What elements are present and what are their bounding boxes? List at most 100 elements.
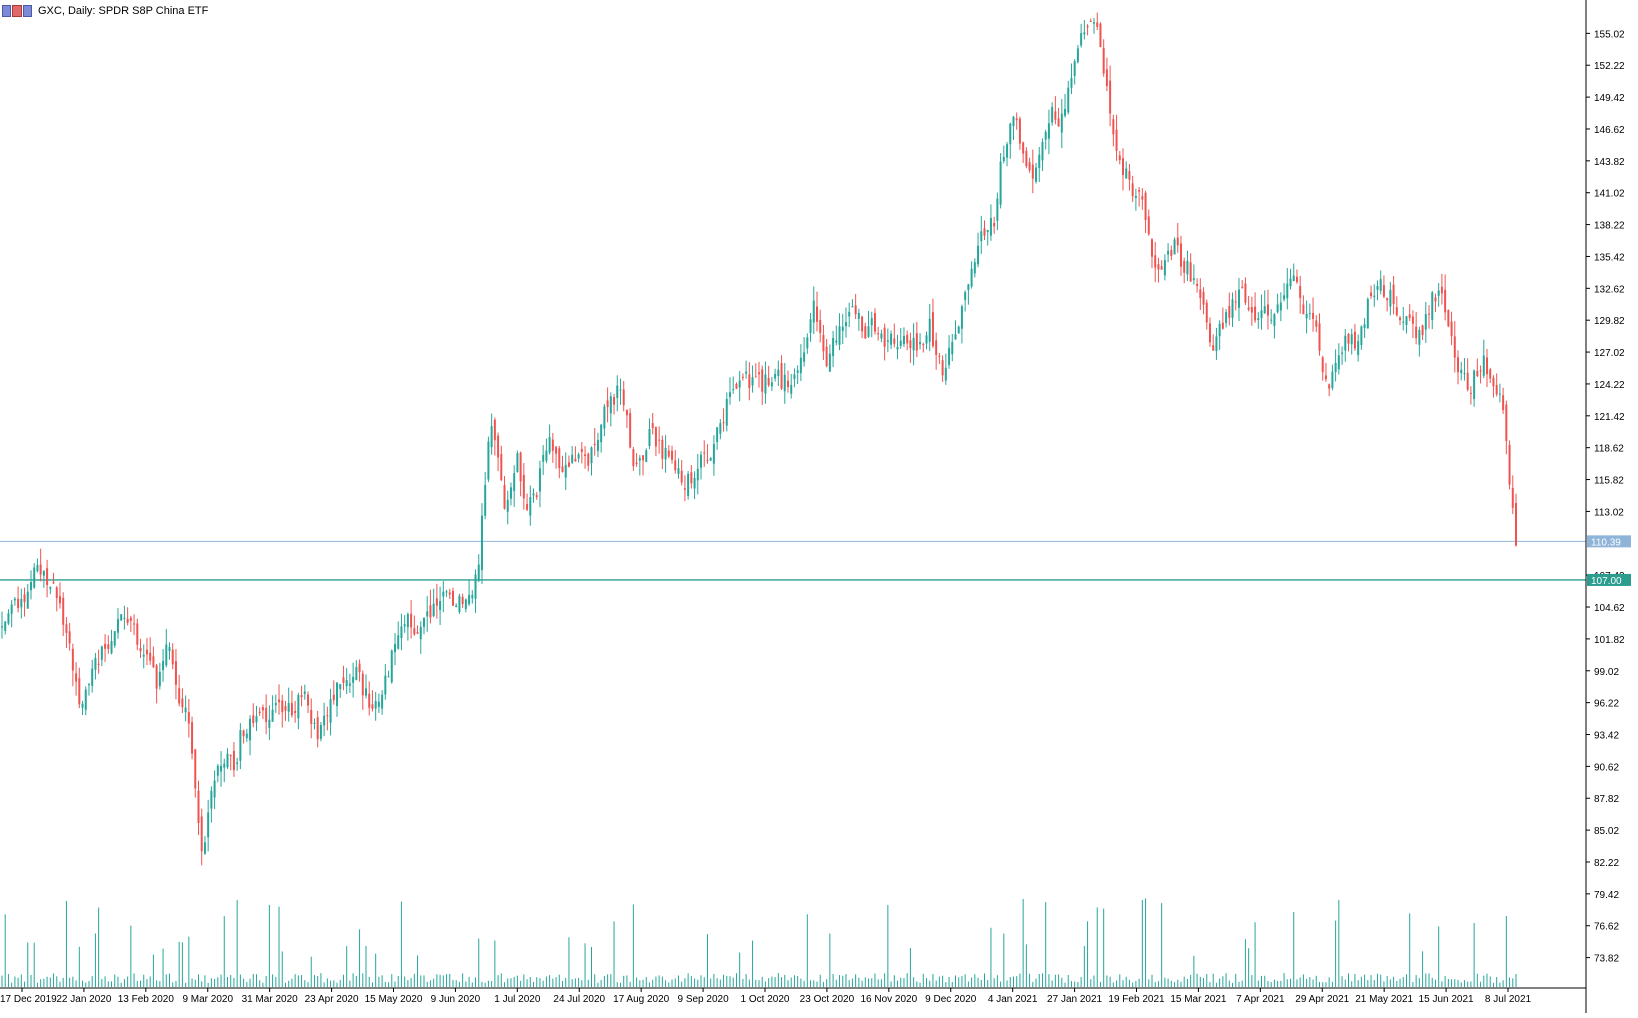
candle-body (632, 449, 635, 467)
candle-body (493, 419, 496, 441)
candle-body (873, 313, 876, 332)
candle-body (1495, 384, 1498, 395)
x-tick-label: 9 Mar 2020 (182, 994, 233, 1005)
x-tick-label: 23 Apr 2020 (305, 994, 359, 1005)
x-tick-label: 19 Feb 2021 (1108, 994, 1165, 1005)
candle-body (91, 668, 94, 686)
x-tick-label: 27 Jan 2021 (1047, 994, 1102, 1005)
candle-body (1476, 370, 1479, 377)
y-tick-label: 76.62 (1594, 922, 1619, 933)
candle-body (203, 842, 206, 854)
y-tick-label: 118.62 (1594, 444, 1624, 455)
candle-body (1031, 164, 1034, 179)
price-level-lines (0, 540, 1586, 581)
candle-body (828, 353, 831, 372)
candle-body (461, 596, 464, 605)
candle-body (651, 423, 654, 429)
candle-body (1147, 216, 1150, 235)
candle-body (844, 322, 847, 327)
candle-body (1, 626, 3, 628)
candle-body (506, 499, 509, 512)
candle-body (806, 337, 809, 349)
candle-body (854, 305, 857, 315)
y-tick-label: 104.62 (1594, 603, 1625, 614)
candle-body (432, 603, 435, 617)
candle-body (1508, 444, 1511, 485)
candle-body (999, 161, 1002, 205)
candle-body (313, 722, 316, 724)
candle-body (316, 717, 319, 740)
candle-body (352, 676, 355, 683)
candle-body (1073, 61, 1076, 77)
time-axis-ticks: 17 Dec 2019 22 Jan 2020 13 Feb 2020 9 Mar 2… (0, 988, 1532, 1005)
candle-body (1221, 322, 1224, 329)
candle-body (532, 493, 535, 496)
candle-body (310, 709, 313, 724)
candle-body (1389, 289, 1392, 307)
candle-body (912, 337, 915, 351)
candle-body (967, 284, 970, 290)
candle-body (1131, 183, 1134, 197)
candle-body (326, 715, 329, 717)
candle-body (1366, 298, 1369, 329)
candle-body (107, 644, 110, 649)
candle-body (1511, 487, 1514, 508)
candle-body (13, 598, 16, 601)
candle-body (342, 677, 345, 683)
candle-body (458, 595, 461, 613)
candle-body (52, 582, 55, 584)
candle-body (1205, 302, 1208, 323)
y-tick-label: 143.82 (1594, 157, 1625, 168)
candle-body (281, 700, 284, 713)
candle-body (191, 722, 194, 754)
chart-type-icon[interactable] (2, 5, 32, 17)
candle-body (20, 599, 23, 608)
candle-body (764, 374, 767, 394)
candle-body (1305, 313, 1308, 319)
candle-body (1044, 131, 1047, 140)
candle-body (1373, 295, 1376, 298)
candle-body (526, 503, 529, 510)
candle-body (558, 448, 561, 469)
candle-body (1515, 503, 1517, 546)
candle-body (622, 389, 625, 406)
candle-body (600, 424, 603, 443)
candle-body (957, 326, 960, 334)
candle-body (1324, 375, 1327, 380)
x-tick-label: 15 May 2020 (365, 994, 423, 1005)
candle-body (1363, 324, 1366, 329)
candle-body (1080, 33, 1083, 46)
x-tick-label: 7 Apr 2021 (1236, 994, 1285, 1005)
candle-body (867, 326, 870, 337)
candle-body (1057, 118, 1060, 127)
candle-body (1128, 171, 1131, 180)
candle-body (429, 605, 432, 618)
candle-body (1447, 309, 1450, 327)
candle-body (777, 369, 780, 377)
candle-body (1018, 118, 1021, 144)
candle-body (216, 765, 219, 776)
candle-body (642, 455, 645, 461)
candle-body (258, 711, 261, 714)
candle-body (26, 591, 29, 609)
candle-body (880, 333, 883, 339)
candle-body (1179, 243, 1182, 267)
candle-body (100, 646, 103, 660)
candle-body (268, 719, 271, 728)
candle-body (4, 621, 7, 631)
y-tick-label: 121.42 (1594, 412, 1625, 423)
candle-body (1263, 306, 1266, 314)
candle-body (538, 468, 541, 492)
candle-body (503, 485, 506, 509)
candle-body (10, 604, 13, 614)
candle-body (1138, 190, 1141, 192)
candle-body (239, 730, 242, 761)
candle-body (435, 598, 438, 606)
candle-body (1163, 260, 1166, 276)
candle-body (223, 763, 226, 768)
candle-body (155, 665, 158, 689)
candle-body (110, 641, 113, 654)
candle-body (687, 473, 690, 497)
x-tick-label: 17 Dec 2019 (0, 994, 57, 1005)
candle-body (725, 398, 728, 426)
